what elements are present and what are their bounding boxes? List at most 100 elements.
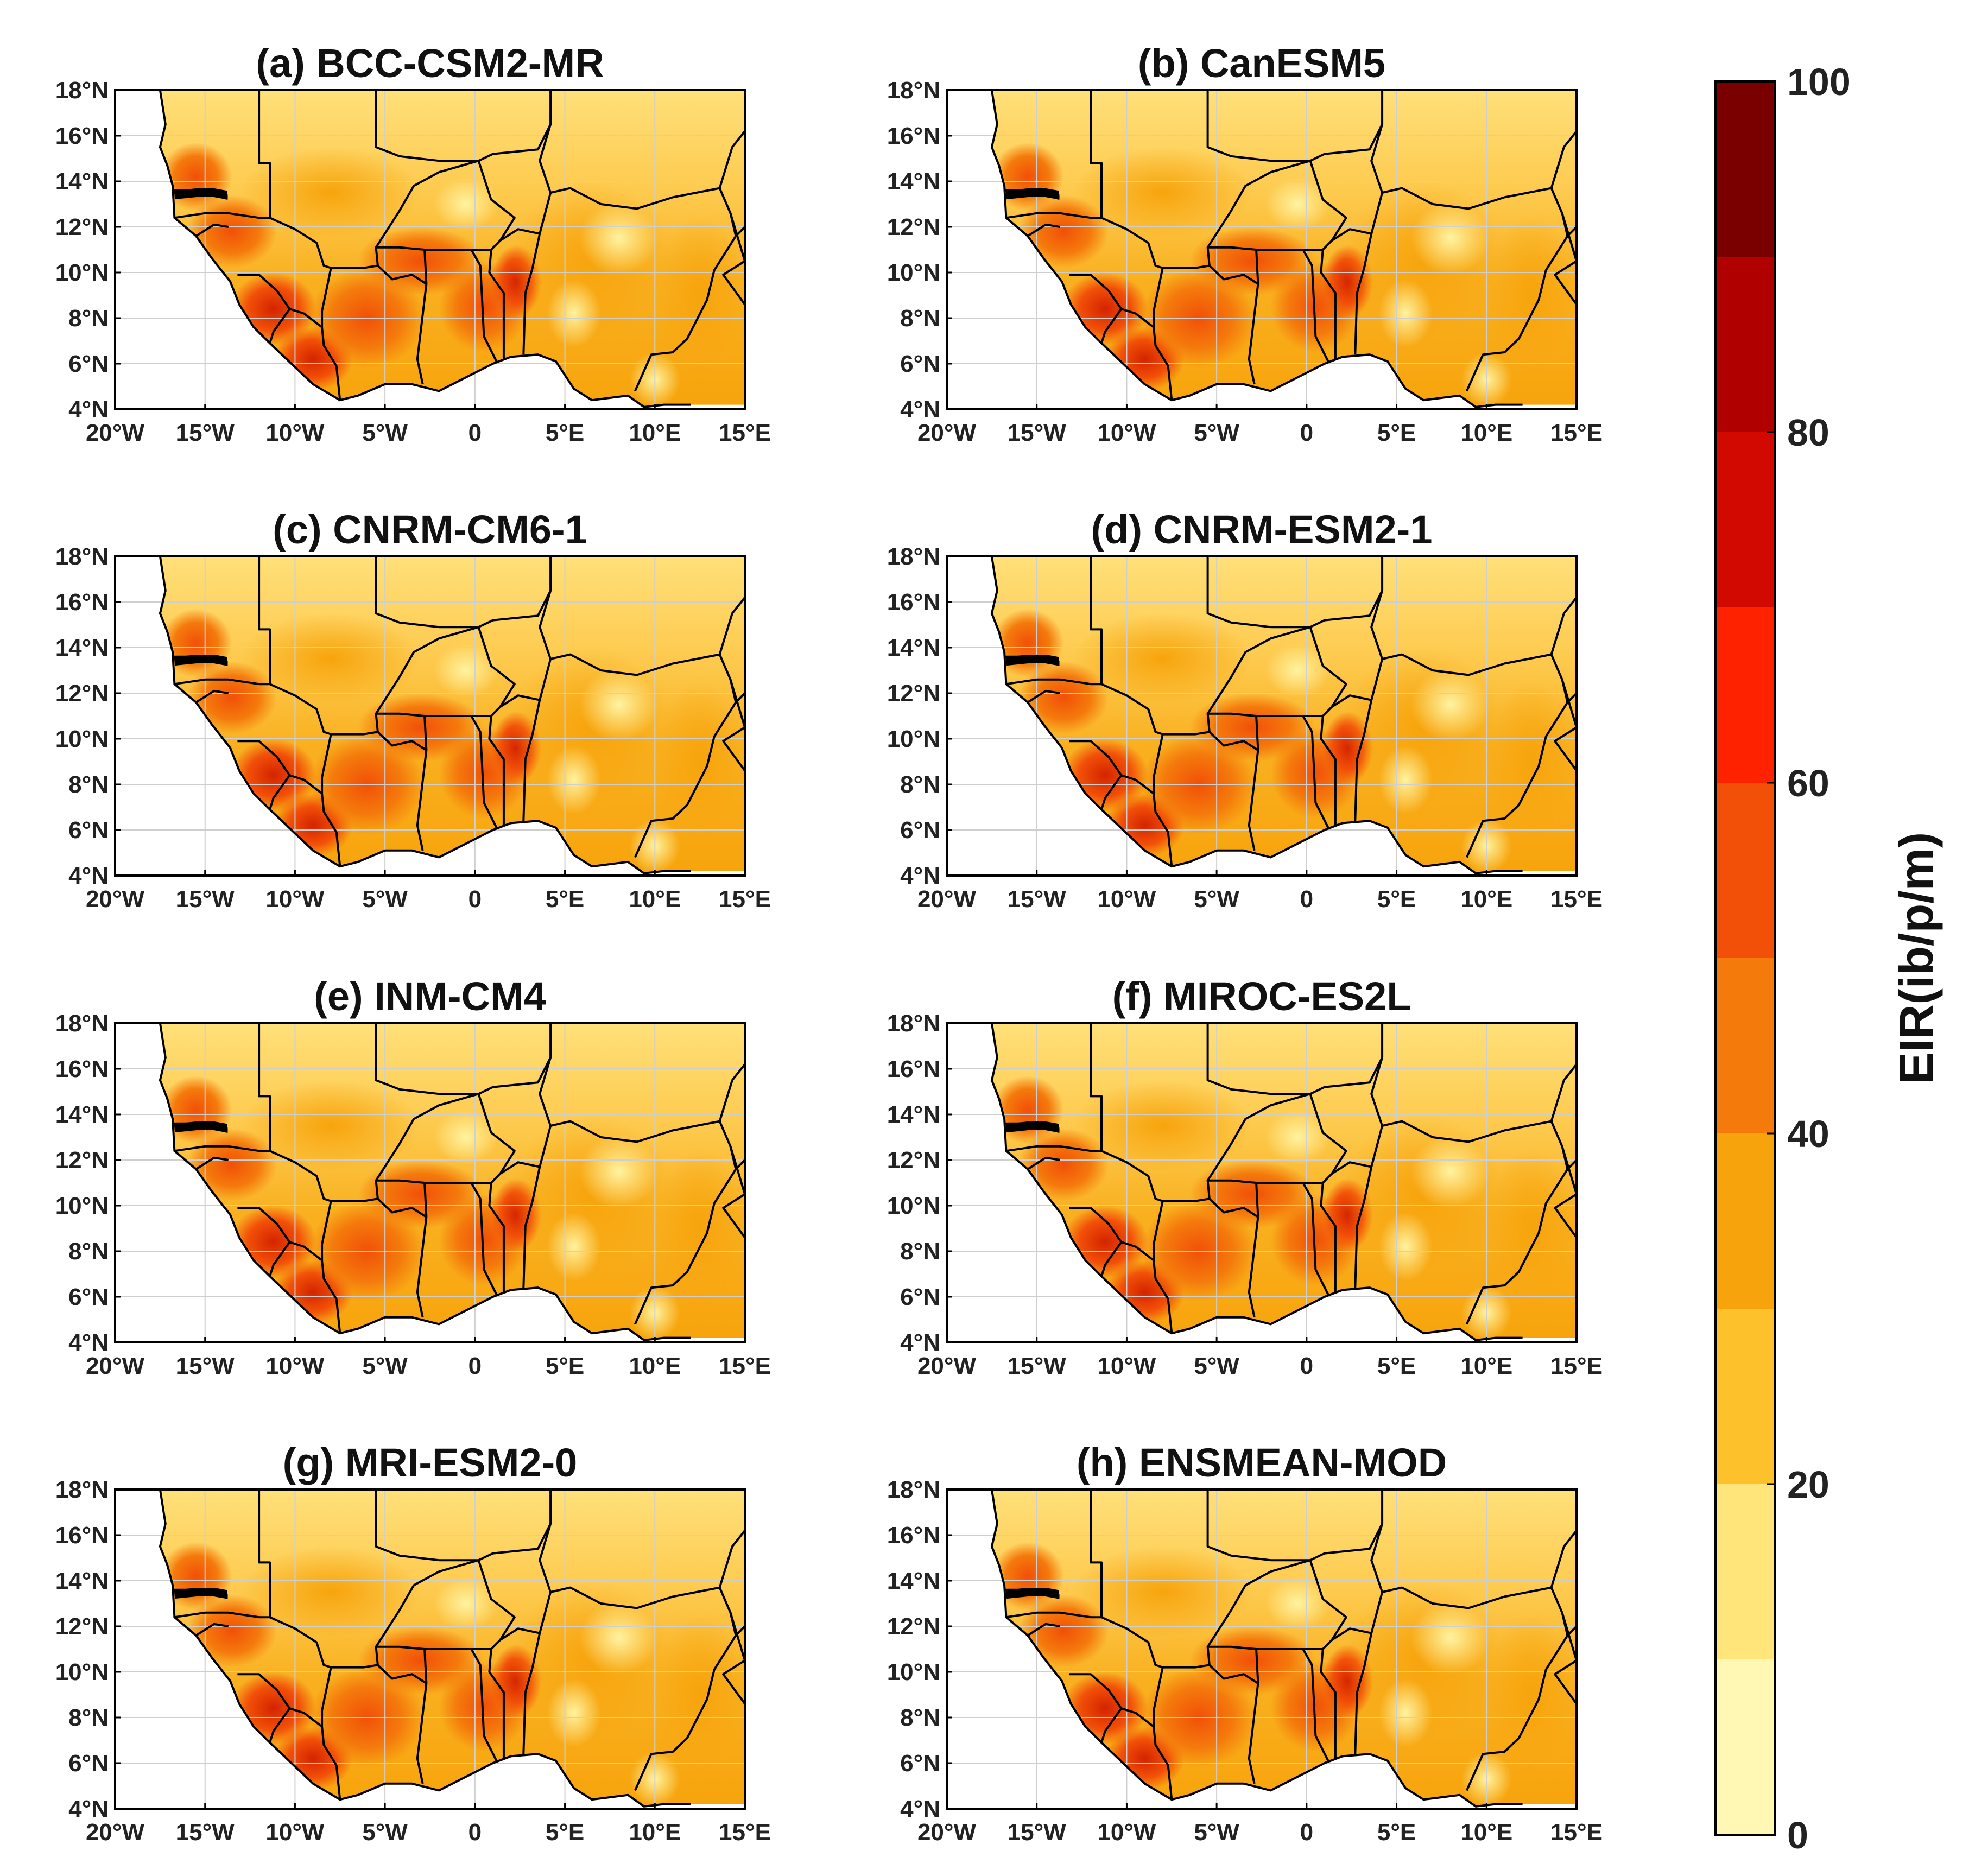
country-border: [258, 1490, 271, 1618]
country-border: [499, 694, 541, 821]
colorbar: 0 20 40 60 80 100 EIR(ib/p/m): [1714, 61, 1943, 1856]
country-border: [539, 1057, 552, 1126]
country-border: [1162, 731, 1259, 751]
colorbar-frame: [1714, 80, 1776, 1836]
lon-tick-label: 10°W: [1097, 1353, 1156, 1379]
lat-tick-label: 14°N: [55, 168, 109, 195]
lat-tick-label: 4°N: [68, 1796, 109, 1822]
lat-tick-label: 16°N: [55, 1056, 109, 1082]
lon-tick-label: 15°E: [1550, 420, 1603, 446]
country-border: [1120, 1241, 1173, 1334]
map-panel: (b) CanESM5 4°N 6°N 8°N 10°N 12°N 14°N 16°N 18°N…: [887, 41, 1603, 446]
lon-tick-label: 10°E: [629, 1353, 681, 1379]
country-border: [1465, 235, 1569, 392]
lon-tick-label: 0: [468, 1819, 482, 1846]
country-border: [470, 1649, 498, 1761]
lon-tick-label: 5°E: [1377, 420, 1416, 446]
country-border: [1302, 1649, 1329, 1761]
lat-tick-label: 10°N: [887, 726, 940, 752]
lat-tick-label: 12°N: [887, 214, 940, 240]
country-border: [1320, 715, 1337, 826]
country-border: [1550, 130, 1578, 189]
lat-tick-label: 18°N: [887, 77, 940, 104]
lat-tick-label: 6°N: [900, 817, 940, 844]
map-frame: [946, 1022, 1578, 1343]
eir-field-blob: [1411, 1135, 1490, 1208]
country-border: [331, 264, 427, 285]
lat-tick-label: 6°N: [900, 1284, 940, 1310]
lat-tick-label: 8°N: [900, 1238, 940, 1265]
country-border: [718, 1063, 746, 1122]
lon-tick-label: 5°E: [546, 420, 584, 446]
lat-tick-label: 8°N: [900, 771, 940, 798]
lat-tick-label: 14°N: [55, 1568, 109, 1594]
lon-tick-label: 15°W: [176, 1819, 235, 1846]
lon-tick-label: 0: [1300, 1353, 1313, 1379]
country-border: [1090, 1490, 1103, 1618]
lon-tick-label: 0: [1300, 420, 1313, 446]
country-border: [1069, 1207, 1123, 1277]
lon-tick-label: 5°W: [1194, 420, 1239, 446]
country-border: [1370, 653, 1569, 703]
eir-field-blob: [241, 147, 421, 238]
eir-field-blob: [1411, 1601, 1490, 1675]
country-border: [1006, 1611, 1101, 1619]
country-border: [1302, 249, 1329, 362]
lon-tick-label: 5°W: [1194, 886, 1239, 912]
lon-tick-label: 15°E: [1550, 886, 1603, 912]
colorbar-segment: [1715, 958, 1775, 1133]
lon-tick-label: 15°E: [719, 1353, 771, 1379]
map-frame: [946, 89, 1578, 410]
lat-tick-label: 18°N: [55, 543, 109, 570]
map-panel: (h) ENSMEAN-MOD 4°N 6°N 8°N 10°N 12°N 14°N 16°N…: [887, 1440, 1603, 1846]
gambia-river: [174, 188, 227, 200]
panel-title: (d) CNRM-ESM2-1: [1091, 507, 1433, 552]
lat-tick-label: 10°N: [55, 1659, 109, 1685]
lat-tick-label: 14°N: [887, 635, 940, 661]
lat-tick-label: 8°N: [68, 305, 109, 332]
lat-tick-label: 14°N: [887, 1568, 940, 1594]
country-border: [269, 1616, 332, 1727]
country-border: [1162, 264, 1259, 285]
eir-field-blob: [1411, 201, 1490, 275]
lon-tick-label: 10°W: [265, 886, 325, 912]
lon-tick-label: 15°E: [1550, 1819, 1603, 1846]
map-frame: [114, 1022, 746, 1343]
lat-tick-label: 16°N: [55, 589, 109, 616]
country-border: [1006, 1145, 1101, 1152]
lon-tick-label: 10°E: [629, 886, 681, 912]
country-border: [258, 1023, 271, 1151]
country-border: [416, 750, 428, 851]
country-border: [488, 249, 505, 359]
country-border: [488, 715, 505, 826]
country-border: [539, 187, 737, 237]
country-border: [634, 1634, 737, 1791]
lon-tick-label: 20°W: [86, 420, 145, 446]
lon-tick-label: 20°W: [917, 420, 977, 446]
panel-title: (b) CanESM5: [1138, 41, 1385, 86]
country-border: [269, 683, 332, 794]
colorbar-tick-label: 60: [1787, 762, 1829, 804]
lon-tick-label: 5°E: [546, 1819, 584, 1846]
country-border: [1101, 217, 1164, 327]
country-border: [1550, 1530, 1578, 1588]
eir-field-blob: [1073, 147, 1253, 238]
lon-tick-label: 20°W: [86, 1819, 145, 1846]
country-border: [1006, 678, 1101, 686]
country-border: [470, 249, 498, 362]
eir-field-blob: [1378, 745, 1433, 814]
country-border: [423, 715, 428, 751]
country-border: [258, 90, 271, 218]
eir-field-blob: [241, 1080, 421, 1171]
lat-tick-label: 16°N: [887, 589, 940, 616]
eir-field-blob: [655, 216, 745, 375]
eir-field-blob: [433, 643, 498, 698]
country-border: [1465, 1634, 1569, 1791]
eir-field-blob: [433, 1576, 498, 1631]
country-border: [539, 1586, 737, 1636]
country-border: [258, 556, 271, 685]
panel-title: (f) MIROC-ES2L: [1112, 974, 1411, 1019]
lat-tick-label: 14°N: [55, 1101, 109, 1128]
colorbar-segment: [1715, 1133, 1775, 1309]
